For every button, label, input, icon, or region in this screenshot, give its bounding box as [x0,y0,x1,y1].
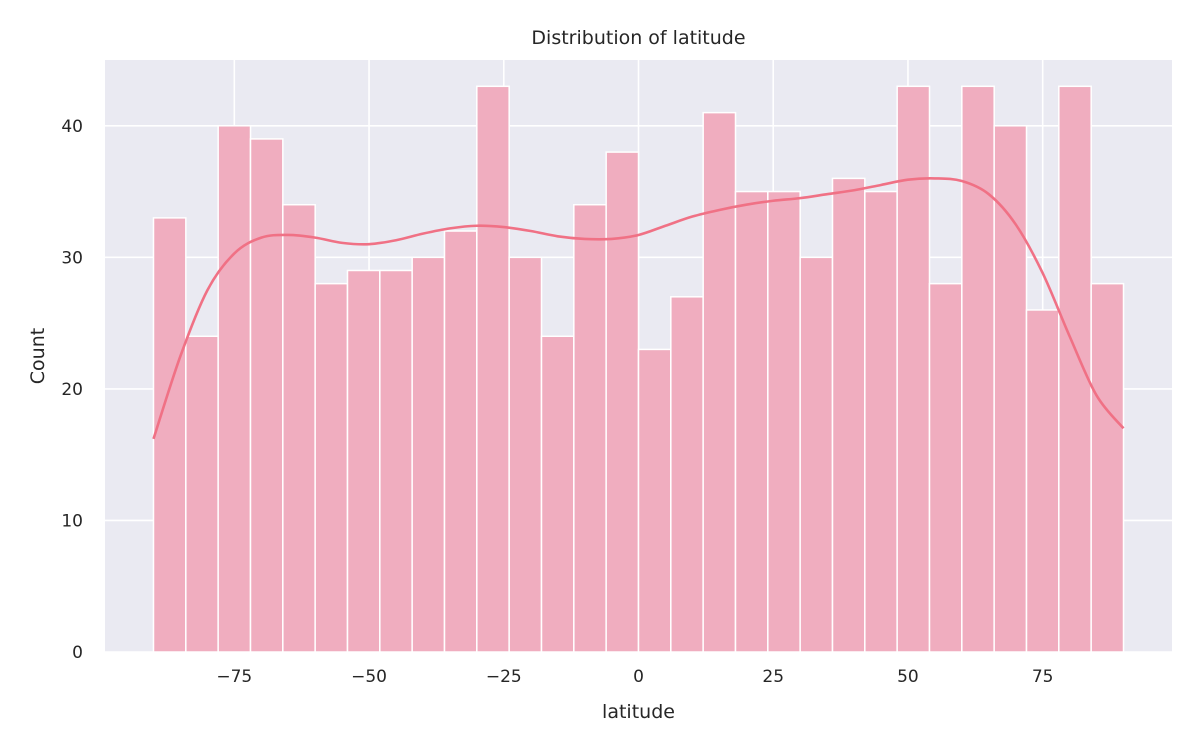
histogram-bar [217,125,252,653]
kde-curve-group [152,177,1125,440]
histogram-bar [411,256,446,653]
histogram-bar [831,177,866,653]
histogram-bar [702,111,737,653]
histogram-bar [346,269,381,653]
histogram-bar [379,269,413,653]
histogram-bar [896,85,931,653]
histogram-bar [961,85,995,653]
histogram-bar [1058,85,1092,653]
histogram-bar [152,217,187,653]
x-tick-label: −50 [351,667,387,687]
y-tick-label: 20 [61,380,83,400]
histogram-bar [670,296,704,653]
y-axis-label: Count [27,328,49,384]
histogram-bar [314,282,349,653]
histogram-bar [282,203,316,653]
histogram-bar [1025,309,1060,653]
histogram-bar [605,151,640,653]
x-axis-label: latitude [602,701,675,723]
x-tick-label: −75 [216,667,252,687]
histogram-bar [185,335,219,653]
x-tick-label: 0 [633,667,644,687]
x-axis-ticks: −75 −50 −25 0 25 50 75 [216,667,1053,687]
y-tick-label: 10 [61,511,83,531]
histogram-bars [152,85,1125,653]
histogram-bar [443,230,478,653]
y-tick-label: 30 [61,248,83,268]
histogram-bar [928,282,963,653]
x-tick-label: 75 [1032,667,1054,687]
histogram-bar [864,190,898,653]
histogram-bar [734,190,769,653]
histogram-bar [637,348,672,653]
histogram-bar [476,85,510,653]
histogram-bar [573,203,607,653]
histogram-bar [767,190,801,653]
histogram-bar [799,256,834,653]
y-axis-ticks: 0 10 20 30 40 [61,117,83,663]
x-tick-label: 25 [762,667,784,687]
histogram-bar [993,125,1028,653]
histogram-bar [508,256,543,653]
y-tick-label: 40 [61,117,83,137]
chart-title: Distribution of latitude [531,27,745,49]
histogram-bar [540,335,575,653]
y-tick-label: 0 [72,643,83,663]
x-tick-label: 50 [897,667,919,687]
histogram-bar [249,138,284,653]
kde-curve [152,177,1125,440]
histogram-bar [1090,282,1125,653]
x-tick-label: −25 [486,667,522,687]
